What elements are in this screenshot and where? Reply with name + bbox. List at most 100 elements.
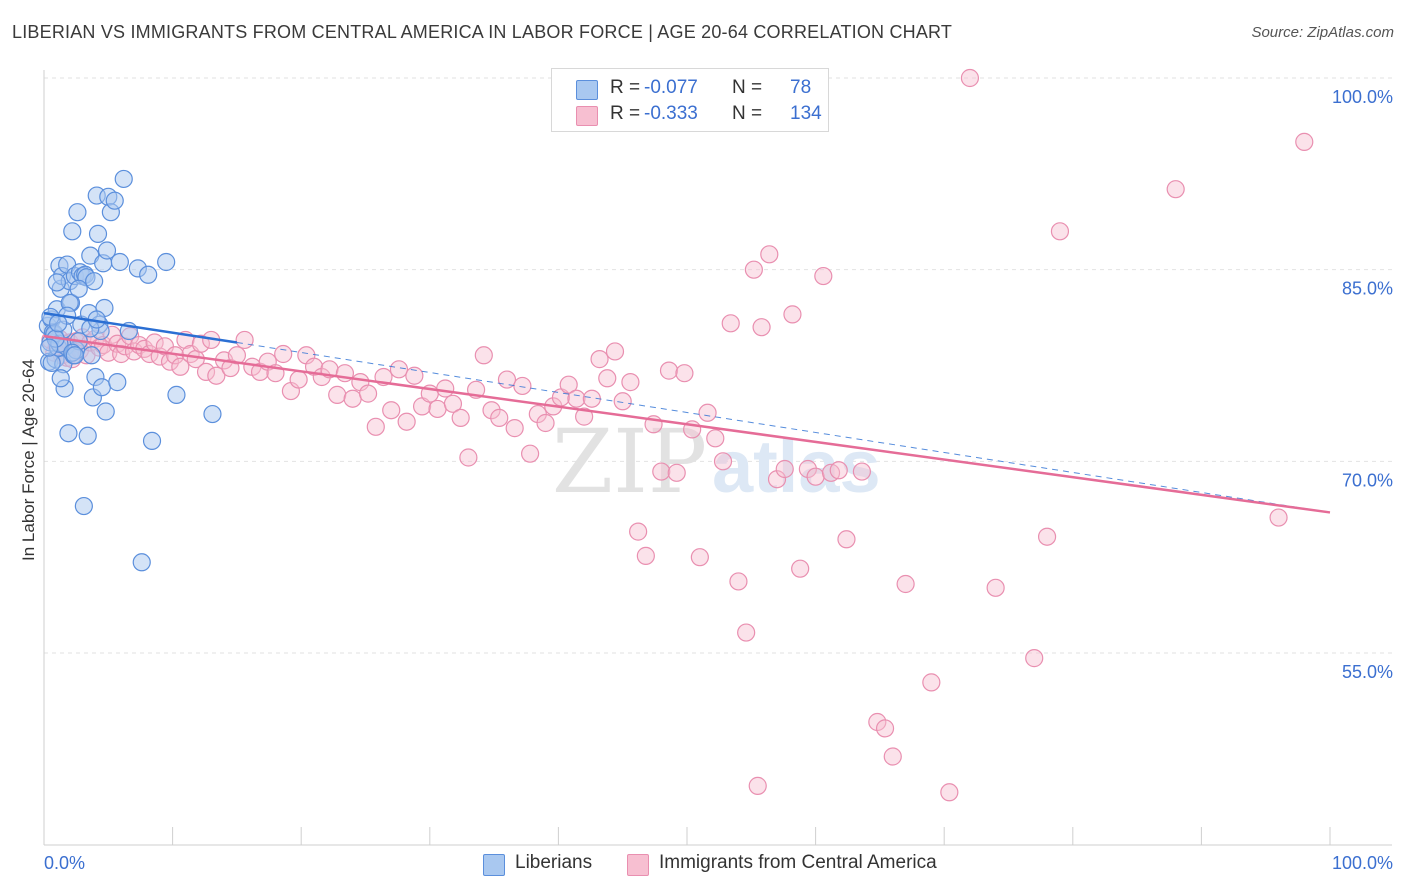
page-title: LIBERIAN VS IMMIGRANTS FROM CENTRAL AMER…: [12, 22, 953, 42]
data-point-central-america: [575, 407, 594, 426]
data-point-central-america: [752, 318, 771, 337]
data-point-central-america: [250, 362, 270, 381]
data-point-liberians: [82, 346, 101, 365]
r-value: -0.333: [644, 103, 698, 124]
watermark: ZIP atlas: [552, 410, 881, 513]
liberians-swatch: [576, 80, 598, 100]
data-point-liberians: [108, 373, 127, 392]
central-america-legend-label: Immigrants from Central America: [659, 852, 937, 873]
data-point-liberians: [78, 426, 97, 445]
data-point-liberians: [51, 369, 70, 388]
data-point-liberians: [40, 338, 59, 357]
data-point-liberians: [157, 252, 176, 272]
data-point-central-america: [706, 429, 725, 448]
data-point-central-america: [436, 379, 455, 398]
data-point-central-america: [814, 266, 833, 286]
x-tick-label: 100.0%: [1332, 853, 1393, 873]
data-point-central-america: [875, 719, 895, 738]
y-tick-label: 85.0%: [1342, 279, 1393, 299]
data-point-central-america: [798, 459, 817, 479]
data-point-central-america: [690, 548, 709, 567]
watermark-zip: ZIP: [552, 410, 707, 513]
data-point-central-america: [389, 360, 409, 379]
n-value: 134: [790, 103, 822, 124]
n-value: 78: [790, 77, 812, 98]
y-axis-label: In Labor Force | Age 20-64: [19, 359, 38, 561]
data-point-central-america: [698, 403, 717, 422]
data-point-central-america: [986, 578, 1005, 597]
data-point-central-america: [443, 394, 463, 413]
r-label: R =: [610, 103, 641, 124]
data-point-central-america: [171, 357, 190, 376]
data-point-central-america: [721, 314, 740, 333]
data-point-liberians: [69, 279, 88, 298]
liberians-legend-swatch: [483, 854, 505, 876]
data-point-central-america: [482, 401, 501, 420]
data-point-central-america: [366, 417, 385, 436]
data-point-central-america: [852, 462, 871, 481]
data-point-central-america: [405, 366, 424, 385]
data-point-liberians: [63, 222, 82, 241]
r-value: -0.077: [644, 77, 698, 98]
data-point-liberians: [114, 169, 133, 189]
data-point-central-america: [559, 375, 578, 394]
data-point-central-america: [304, 357, 324, 376]
trend-line-central-america: [43, 334, 1331, 514]
x-tick-label: 0.0%: [44, 853, 85, 873]
data-point-liberians: [74, 496, 93, 516]
grid-lines: [44, 77, 1392, 654]
data-point-central-america: [767, 470, 787, 489]
data-point-central-america: [474, 346, 493, 365]
data-point-central-america: [791, 559, 810, 578]
data-point-central-america: [207, 366, 226, 385]
data-point-central-america: [621, 373, 640, 392]
data-point-central-america: [397, 412, 416, 431]
data-point-central-america: [896, 574, 915, 594]
data-point-central-america: [328, 385, 347, 404]
data-point-liberians: [68, 203, 87, 222]
data-point-central-america: [829, 461, 848, 480]
data-point-liberians: [85, 272, 104, 291]
data-point-central-america: [629, 522, 648, 541]
central-america-swatch: [576, 106, 598, 126]
data-point-liberians: [110, 252, 129, 272]
data-point-central-america: [274, 344, 293, 364]
data-point-liberians: [42, 353, 61, 373]
data-point-central-america: [598, 369, 617, 388]
data-point-central-america: [358, 384, 378, 403]
data-point-liberians: [105, 191, 124, 210]
data-point-liberians: [167, 385, 186, 404]
data-point-central-america: [490, 408, 509, 427]
data-point-central-america: [652, 462, 671, 481]
data-point-central-america: [1295, 132, 1314, 151]
data-point-central-america: [748, 776, 767, 795]
data-point-central-america: [659, 361, 679, 380]
data-point-liberians: [96, 402, 115, 421]
data-point-central-america: [737, 623, 756, 642]
data-point-central-america: [536, 413, 555, 433]
y-tick-label: 55.0%: [1342, 662, 1393, 682]
data-point-central-america: [235, 330, 254, 350]
y-tick-label: 70.0%: [1342, 470, 1393, 490]
data-point-central-america: [521, 444, 540, 463]
r-label: R =: [610, 77, 641, 98]
data-point-central-america: [613, 392, 632, 411]
data-point-central-america: [837, 530, 856, 549]
data-point-central-america: [922, 673, 941, 692]
n-label: N =: [732, 77, 763, 98]
data-point-liberians: [97, 241, 117, 260]
data-point-central-america: [775, 459, 794, 479]
data-point-central-america: [451, 408, 470, 427]
data-point-central-america: [940, 783, 959, 802]
data-point-liberians: [132, 553, 151, 572]
central-america-legend-swatch: [627, 854, 649, 876]
data-point-central-america: [806, 467, 825, 486]
data-point-central-america: [636, 546, 655, 565]
data-point-central-america: [1166, 180, 1185, 199]
data-point-central-america: [729, 572, 748, 591]
axes: [43, 70, 1392, 846]
data-point-central-america: [960, 68, 980, 88]
trend-line-liberians: [43, 311, 238, 344]
data-point-liberians: [203, 404, 222, 424]
